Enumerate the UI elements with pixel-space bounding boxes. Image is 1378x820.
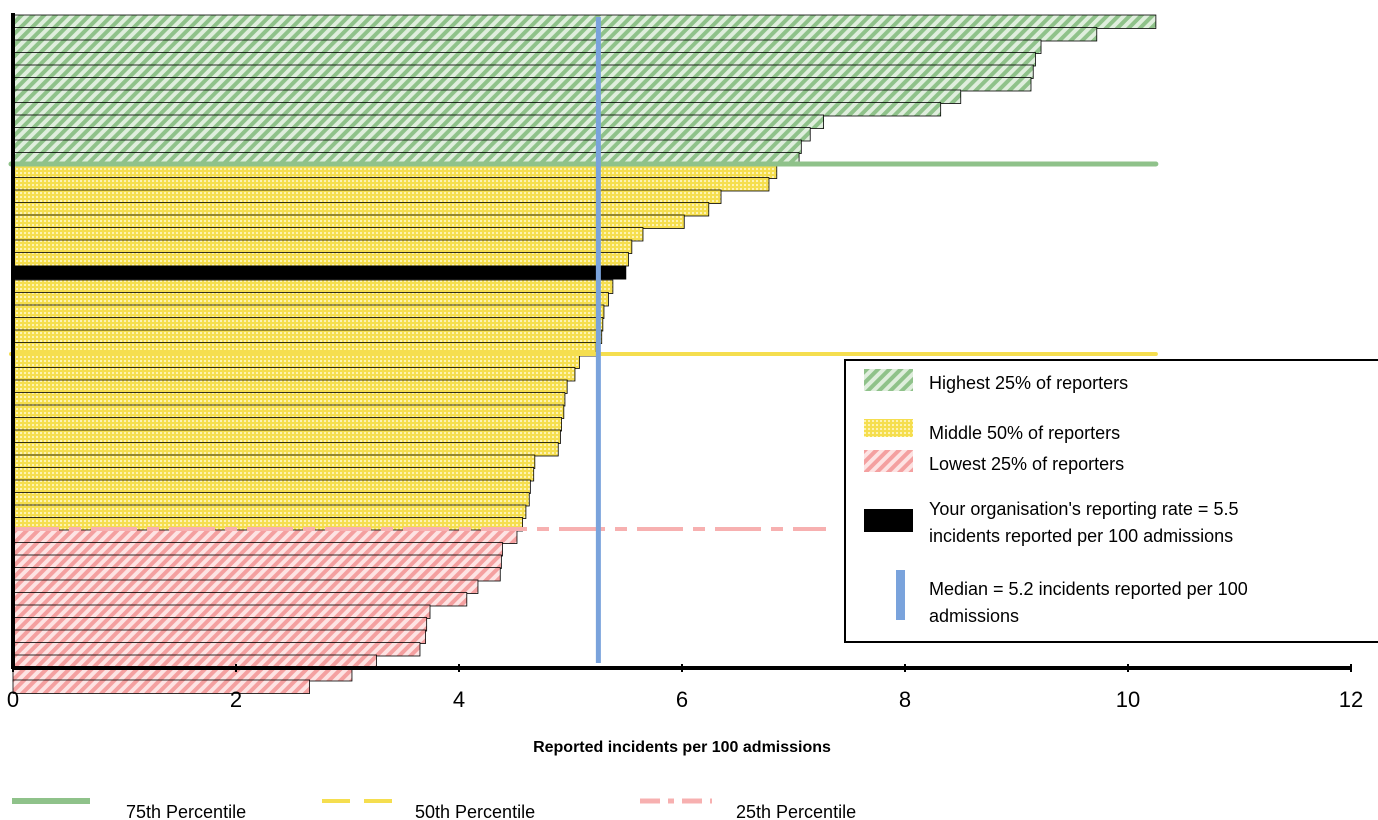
bar — [12, 77, 1032, 92]
legend-label-median-1: Median = 5.2 incidents reported per 100 — [929, 579, 1248, 599]
bar — [12, 304, 605, 319]
legend-swatch-organisation — [864, 509, 913, 532]
bar — [12, 39, 1042, 54]
bar — [12, 679, 310, 694]
bar — [12, 417, 562, 432]
bar — [12, 592, 468, 607]
bar — [12, 467, 535, 482]
bar — [12, 642, 421, 657]
bar — [12, 329, 603, 344]
legend-swatch-middle — [864, 419, 913, 437]
bar — [12, 529, 518, 544]
x-tick-label: 10 — [1116, 687, 1140, 712]
bar — [12, 492, 530, 507]
x-tick-label: 4 — [453, 687, 465, 712]
legend-label-organisation-1: Your organisation's reporting rate = 5.5 — [929, 499, 1238, 519]
bar — [12, 239, 633, 254]
bar — [12, 214, 685, 229]
bar — [12, 617, 428, 632]
bar — [12, 139, 802, 154]
legend-label-middle: Middle 50% of reporters — [929, 423, 1120, 443]
bar — [12, 102, 942, 117]
bar — [12, 189, 722, 204]
bar — [12, 429, 561, 444]
percentile-legend-25-label: 25th Percentile — [736, 802, 856, 820]
bar — [12, 504, 527, 519]
legend-swatch-lowest — [864, 450, 913, 472]
x-tick-label: 8 — [899, 687, 911, 712]
bar — [12, 454, 536, 469]
legend-label-lowest: Lowest 25% of reporters — [929, 454, 1124, 474]
x-tick-label: 12 — [1339, 687, 1363, 712]
bar — [12, 52, 1036, 67]
bar-organisation — [13, 265, 627, 280]
bar — [12, 542, 503, 557]
bar — [12, 579, 479, 594]
bar — [12, 202, 710, 217]
bar — [12, 64, 1034, 79]
bar — [12, 367, 576, 382]
bar — [12, 114, 825, 129]
bar — [12, 392, 566, 407]
bar — [12, 27, 1098, 42]
percentile-legend-75-label: 75th Percentile — [126, 802, 246, 820]
bar — [12, 127, 811, 142]
bar — [12, 404, 565, 419]
bar — [12, 554, 502, 569]
bar — [12, 292, 609, 307]
bar — [12, 604, 431, 619]
legend-swatch-highest — [864, 369, 913, 391]
bar — [12, 354, 580, 369]
percentile-legend: 75th Percentile 50th Percentile 25th Per… — [12, 798, 856, 820]
x-tick-label: 6 — [676, 687, 688, 712]
x-tick-label: 2 — [230, 687, 242, 712]
bar — [12, 279, 614, 294]
legend: Highest 25% of reporters Middle 50% of r… — [844, 359, 1378, 643]
bar — [12, 379, 568, 394]
percentile-legend-50-label: 50th Percentile — [415, 802, 535, 820]
legend-box — [844, 359, 1378, 643]
bar — [12, 164, 778, 179]
x-tick-label: 0 — [7, 687, 19, 712]
bar — [12, 479, 531, 494]
bars — [12, 14, 1157, 694]
bar — [12, 14, 1157, 29]
legend-label-organisation-2: incidents reported per 100 admissions — [929, 526, 1233, 546]
legend-label-median-2: admissions — [929, 606, 1019, 626]
x-axis-title: Reported incidents per 100 admissions — [533, 739, 831, 756]
bar — [12, 317, 604, 332]
bar — [12, 89, 962, 104]
bar — [12, 227, 644, 242]
bar — [12, 567, 501, 582]
bar — [12, 629, 426, 644]
percentile-lines — [8, 17, 1159, 663]
bar — [12, 252, 629, 267]
x-axis: 0 2 4 6 8 10 12 — [7, 13, 1363, 712]
bar — [12, 442, 559, 457]
bar — [12, 177, 770, 192]
legend-label-highest: Highest 25% of reporters — [929, 373, 1128, 393]
legend-swatch-median — [896, 570, 905, 620]
